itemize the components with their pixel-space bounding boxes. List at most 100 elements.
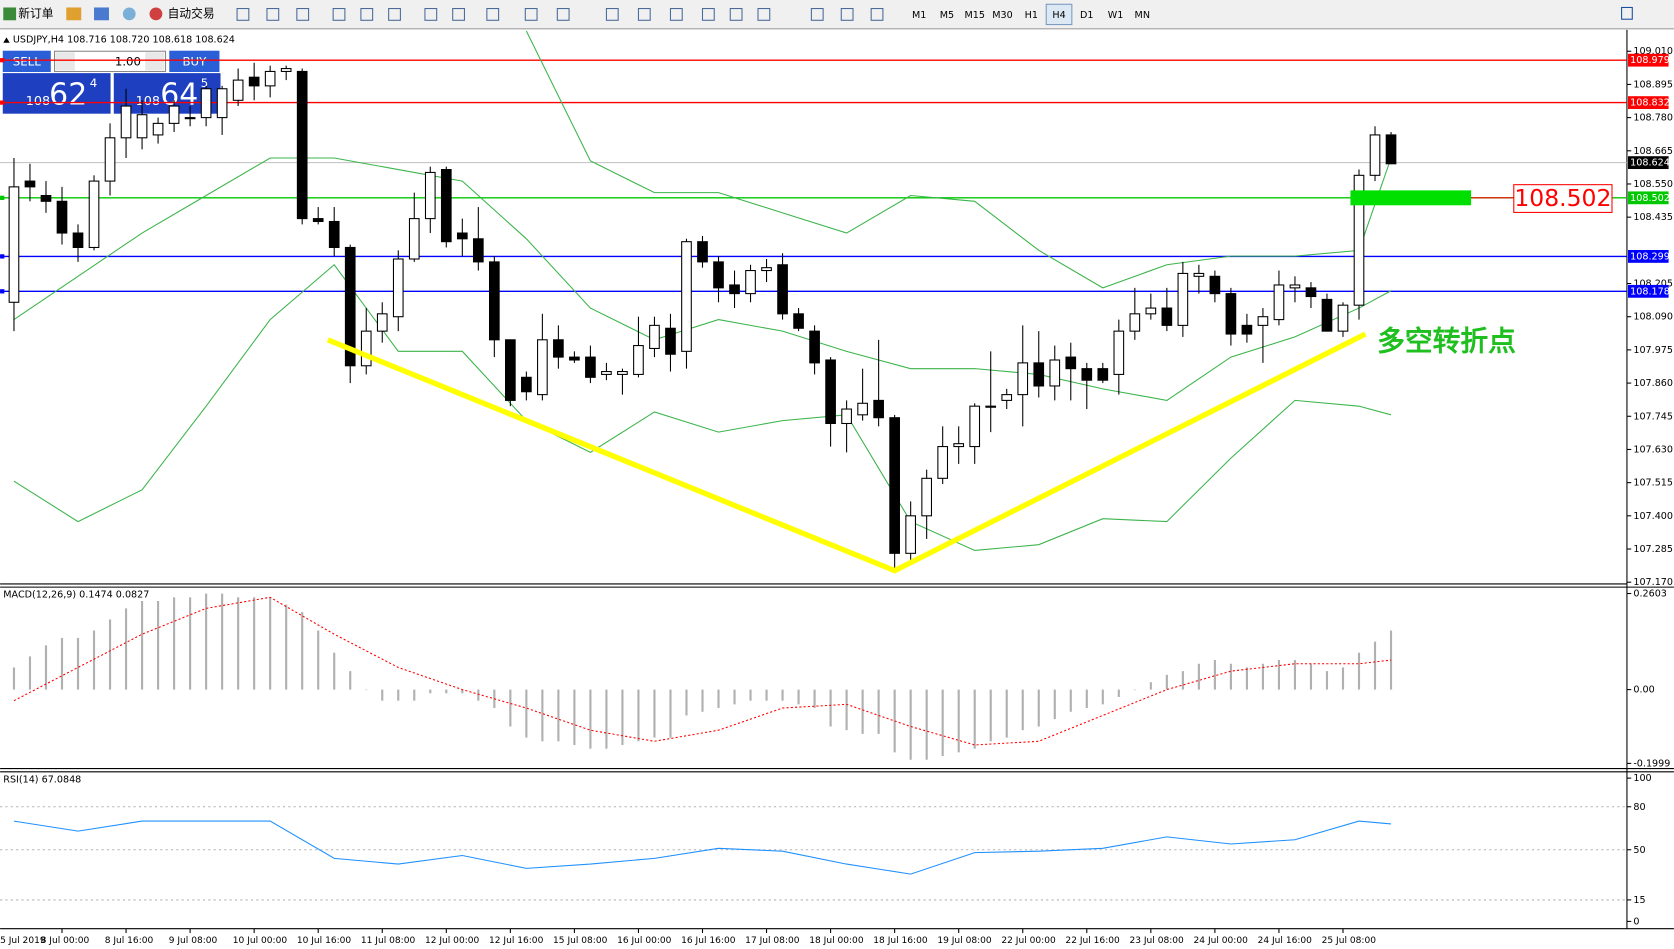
tool-icon[interactable] <box>556 8 570 21</box>
current-price-tag <box>1628 156 1669 170</box>
macd-bar <box>749 689 752 701</box>
auto-trading-button[interactable]: 自动交易 <box>168 6 215 20</box>
timeframe-button[interactable]: W1 <box>1108 10 1124 21</box>
price-tick-label: 107.630 <box>1633 444 1673 455</box>
tool-icon[interactable] <box>669 8 683 21</box>
time-label: 17 Jul 08:00 <box>745 936 800 946</box>
candle-body <box>40 194 52 202</box>
lot-value[interactable]: 1.00 <box>115 54 141 68</box>
macd-bar <box>669 689 672 738</box>
auto-trading-icon[interactable] <box>149 7 163 21</box>
candle-body <box>24 180 36 188</box>
v-pattern-line <box>326 331 1367 574</box>
candle-body <box>873 399 884 419</box>
lot-up[interactable] <box>145 52 165 71</box>
timeframe-button[interactable]: H1 <box>1025 10 1038 21</box>
tool-icon[interactable] <box>360 8 374 21</box>
candle-body <box>937 446 949 479</box>
level-marker <box>0 254 5 259</box>
timeframe-button[interactable]: M1 <box>912 10 926 21</box>
tool-icon[interactable] <box>840 8 854 21</box>
candle-body <box>857 402 868 416</box>
macd-bar <box>557 689 560 742</box>
lot-field[interactable] <box>53 50 167 73</box>
macd-bar <box>717 689 720 709</box>
macd-bar <box>925 689 928 760</box>
tool-icon[interactable] <box>605 8 619 21</box>
macd-bar <box>28 656 32 690</box>
macd-bar <box>573 689 576 745</box>
tool-icon[interactable] <box>266 8 280 21</box>
level-label: 108.299 <box>1630 251 1670 262</box>
candle-body <box>681 241 692 352</box>
tool-icon[interactable] <box>296 8 310 21</box>
price-tick-label: 108.550 <box>1633 179 1673 190</box>
level-tag <box>1628 191 1669 205</box>
buy-label[interactable]: BUY <box>182 54 207 68</box>
macd-bar <box>1357 652 1361 690</box>
time-label: 10 Jul 16:00 <box>297 936 352 946</box>
new-order-icon[interactable] <box>3 7 17 21</box>
new-order-button[interactable]: 新订单 <box>18 6 53 20</box>
candle-body <box>1225 293 1237 335</box>
timeframe-button[interactable]: D1 <box>1080 10 1094 21</box>
candle-body <box>488 261 500 341</box>
icon[interactable] <box>94 7 109 21</box>
candle-body <box>793 313 804 329</box>
icon[interactable] <box>122 7 136 21</box>
macd-bar <box>605 689 608 749</box>
tool-icon[interactable] <box>236 8 250 21</box>
tool-icon[interactable] <box>810 8 824 21</box>
candle-body <box>72 232 84 248</box>
time-label: 8 Jul 16:00 <box>105 936 154 946</box>
macd-bar <box>1293 660 1297 690</box>
macd-signal <box>13 596 1392 746</box>
tool-icon[interactable] <box>729 8 743 21</box>
macd-bar <box>1213 660 1216 690</box>
bid-big: 108 <box>26 94 50 109</box>
header-arrow <box>3 37 10 43</box>
ask-small: 5 <box>201 76 208 90</box>
timeframe-button[interactable]: H4 <box>1052 10 1065 21</box>
tool-icon[interactable] <box>424 8 438 21</box>
search-icon[interactable] <box>1621 6 1633 20</box>
sell-label[interactable]: SELL <box>13 54 41 68</box>
timeframe-button[interactable]: M30 <box>992 10 1013 21</box>
icon[interactable] <box>66 7 82 21</box>
current-price-label: 108.624 <box>1630 158 1670 169</box>
bollinger-middle <box>13 157 1392 401</box>
time-label: 12 Jul 00:00 <box>425 936 480 946</box>
time-label: 8 Jul 00:00 <box>41 936 90 946</box>
macd-bar <box>189 597 192 690</box>
macd-bar <box>957 689 960 753</box>
candle-body <box>344 246 356 367</box>
bid-box[interactable] <box>1 72 112 115</box>
tool-icon[interactable] <box>637 8 651 21</box>
tool-icon[interactable] <box>452 8 465 21</box>
price-tick-label: 107.515 <box>1633 478 1673 489</box>
lot-down[interactable] <box>55 52 75 71</box>
macd-bar <box>973 689 976 749</box>
tool-icon[interactable] <box>388 8 401 21</box>
macd-bar <box>685 689 688 716</box>
macd-bar <box>205 593 208 690</box>
tool-icon[interactable] <box>524 8 538 21</box>
macd-bar <box>124 608 128 690</box>
timeframe-button[interactable]: M15 <box>964 10 985 21</box>
time-label: 16 Jul 16:00 <box>681 936 736 946</box>
candle-body <box>248 76 260 87</box>
tool-icon[interactable] <box>701 8 715 21</box>
candle-body <box>505 339 516 401</box>
macd-bar <box>173 597 176 690</box>
tool-icon[interactable] <box>332 8 346 21</box>
timeframe-button[interactable]: MN <box>1135 10 1150 21</box>
macd-bar <box>333 652 336 690</box>
tool-icon[interactable] <box>486 8 500 21</box>
macd-bar <box>349 671 352 690</box>
candle-body <box>537 339 548 396</box>
tool-icon[interactable] <box>870 8 884 21</box>
candle-body <box>889 417 900 554</box>
timeframe-button[interactable]: M5 <box>940 10 954 21</box>
macd-bar <box>733 689 736 705</box>
tool-icon[interactable] <box>757 8 771 21</box>
